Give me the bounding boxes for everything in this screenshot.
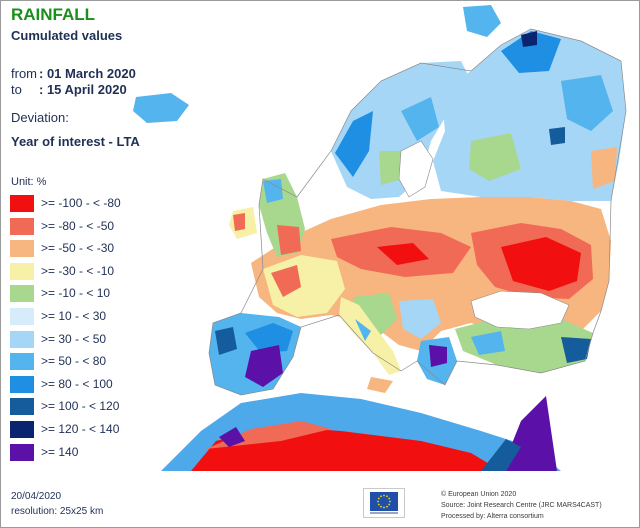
legend-swatch	[10, 420, 34, 438]
legend-swatch	[10, 262, 34, 280]
legend-label: >= -30 - < -10	[41, 263, 115, 278]
legend-label: >= 50 - < 80	[41, 354, 107, 369]
baltic-sea	[398, 140, 434, 198]
italy-landmass	[339, 297, 401, 393]
eu-star-icon	[386, 495, 388, 498]
credit-line-3: Processed by: Alterra consortium	[441, 513, 544, 520]
eu-star-icon	[377, 500, 379, 503]
period-to-label: to	[11, 82, 22, 97]
eu-star-icon	[380, 495, 382, 498]
eu-star-icon	[389, 500, 391, 503]
legend-label: >= 140	[41, 444, 79, 459]
eu-flag-icon	[370, 492, 398, 514]
legend-swatch	[10, 307, 34, 325]
credit-line-1: © European Union 2020	[441, 491, 517, 498]
map-title: RAINFALL	[11, 5, 96, 24]
legend-swatch	[10, 443, 34, 461]
black-sea	[470, 290, 570, 330]
legend-label: >= 30 - < 50	[41, 331, 107, 346]
legend-label: >= 120 - < 140	[41, 421, 120, 436]
map-resolution: resolution: 25x25 km	[11, 506, 104, 517]
iceland	[133, 93, 189, 123]
eu-star-icon	[388, 503, 391, 506]
legend-swatch	[10, 375, 34, 393]
legend-swatch	[10, 330, 34, 348]
deviation-value: Year of interest - LTA	[11, 134, 140, 149]
eu-star-icon	[383, 494, 385, 497]
arctic-island	[463, 5, 501, 37]
legend-label: >= -80 - < -50	[41, 218, 115, 233]
legend-swatch	[10, 217, 34, 235]
eu-star-icon	[383, 506, 385, 509]
eu-star-icon	[377, 497, 380, 500]
period-from-label: from	[11, 66, 37, 81]
eu-star-icon	[380, 505, 382, 508]
greece-landmass	[417, 337, 457, 385]
eu-logo	[363, 488, 405, 518]
legend-swatch	[10, 353, 34, 371]
period-to: to : 15 April 2020	[11, 82, 127, 97]
map-date: 20/04/2020	[11, 491, 62, 502]
legend-label: >= -100 - < -80	[41, 196, 121, 210]
legend-label: >= 10 - < 30	[41, 308, 107, 323]
period-to-value: : 15 April 2020	[39, 82, 127, 97]
legend-swatch	[10, 195, 34, 212]
british-isles	[229, 173, 305, 257]
legend-swatch	[10, 398, 34, 416]
credit-line-2: Source: Joint Research Centre (JRC MARS4…	[441, 502, 602, 509]
eu-star-icon	[377, 503, 380, 506]
legend-label: >= 80 - < 100	[41, 376, 113, 391]
deviation-label: Deviation:	[11, 110, 69, 125]
legend-label: >= 100 - < 120	[41, 399, 120, 414]
northeast-europe	[433, 29, 626, 201]
legend-swatch	[10, 240, 34, 258]
legend-label: >= -10 - < 10	[41, 286, 111, 301]
legend-unit: Unit: %	[11, 176, 47, 188]
scandinavia	[331, 61, 471, 199]
map-subtitle: Cumulated values	[11, 28, 123, 43]
coastline	[208, 28, 627, 396]
legend-label: >= -50 - < -30	[41, 241, 115, 256]
period-from-value: : 01 March 2020	[39, 66, 136, 81]
eu-star-icon	[386, 505, 388, 508]
legend-swatch	[10, 285, 34, 303]
eu-star-icon	[388, 497, 391, 500]
north-africa-landmass	[161, 393, 561, 471]
iberia-landmass	[209, 313, 301, 395]
period-from: from: 01 March 2020	[11, 66, 136, 81]
